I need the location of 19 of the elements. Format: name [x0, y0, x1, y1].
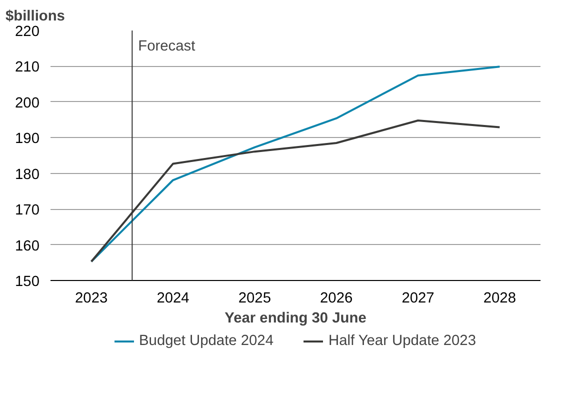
x-tick-label: 2023: [75, 290, 108, 306]
x-tick-label: 2024: [156, 290, 190, 306]
legend-label: Budget Update 2024: [139, 333, 274, 349]
x-tick-label: 2028: [483, 290, 516, 306]
ref-line-label: Forecast: [138, 38, 196, 54]
x-axis-title: Year ending 30 June: [224, 310, 366, 326]
legend-label: Half Year Update 2023: [328, 333, 476, 349]
y-tick-label: 220: [15, 24, 40, 40]
y-tick-label: 200: [15, 95, 40, 112]
y-tick-label: 210: [15, 60, 40, 76]
y-tick-label: 170: [15, 202, 40, 219]
y-tick-label: 180: [15, 166, 40, 183]
y-tick-label: 160: [15, 238, 40, 254]
x-tick-label: 2026: [320, 290, 353, 306]
x-tick-label: 2025: [238, 290, 271, 306]
x-tick-label: 2027: [402, 290, 434, 306]
y-tick-label: 150: [15, 274, 40, 290]
y-axis-title: $billions: [6, 8, 65, 24]
y-tick-label: 190: [15, 131, 40, 148]
